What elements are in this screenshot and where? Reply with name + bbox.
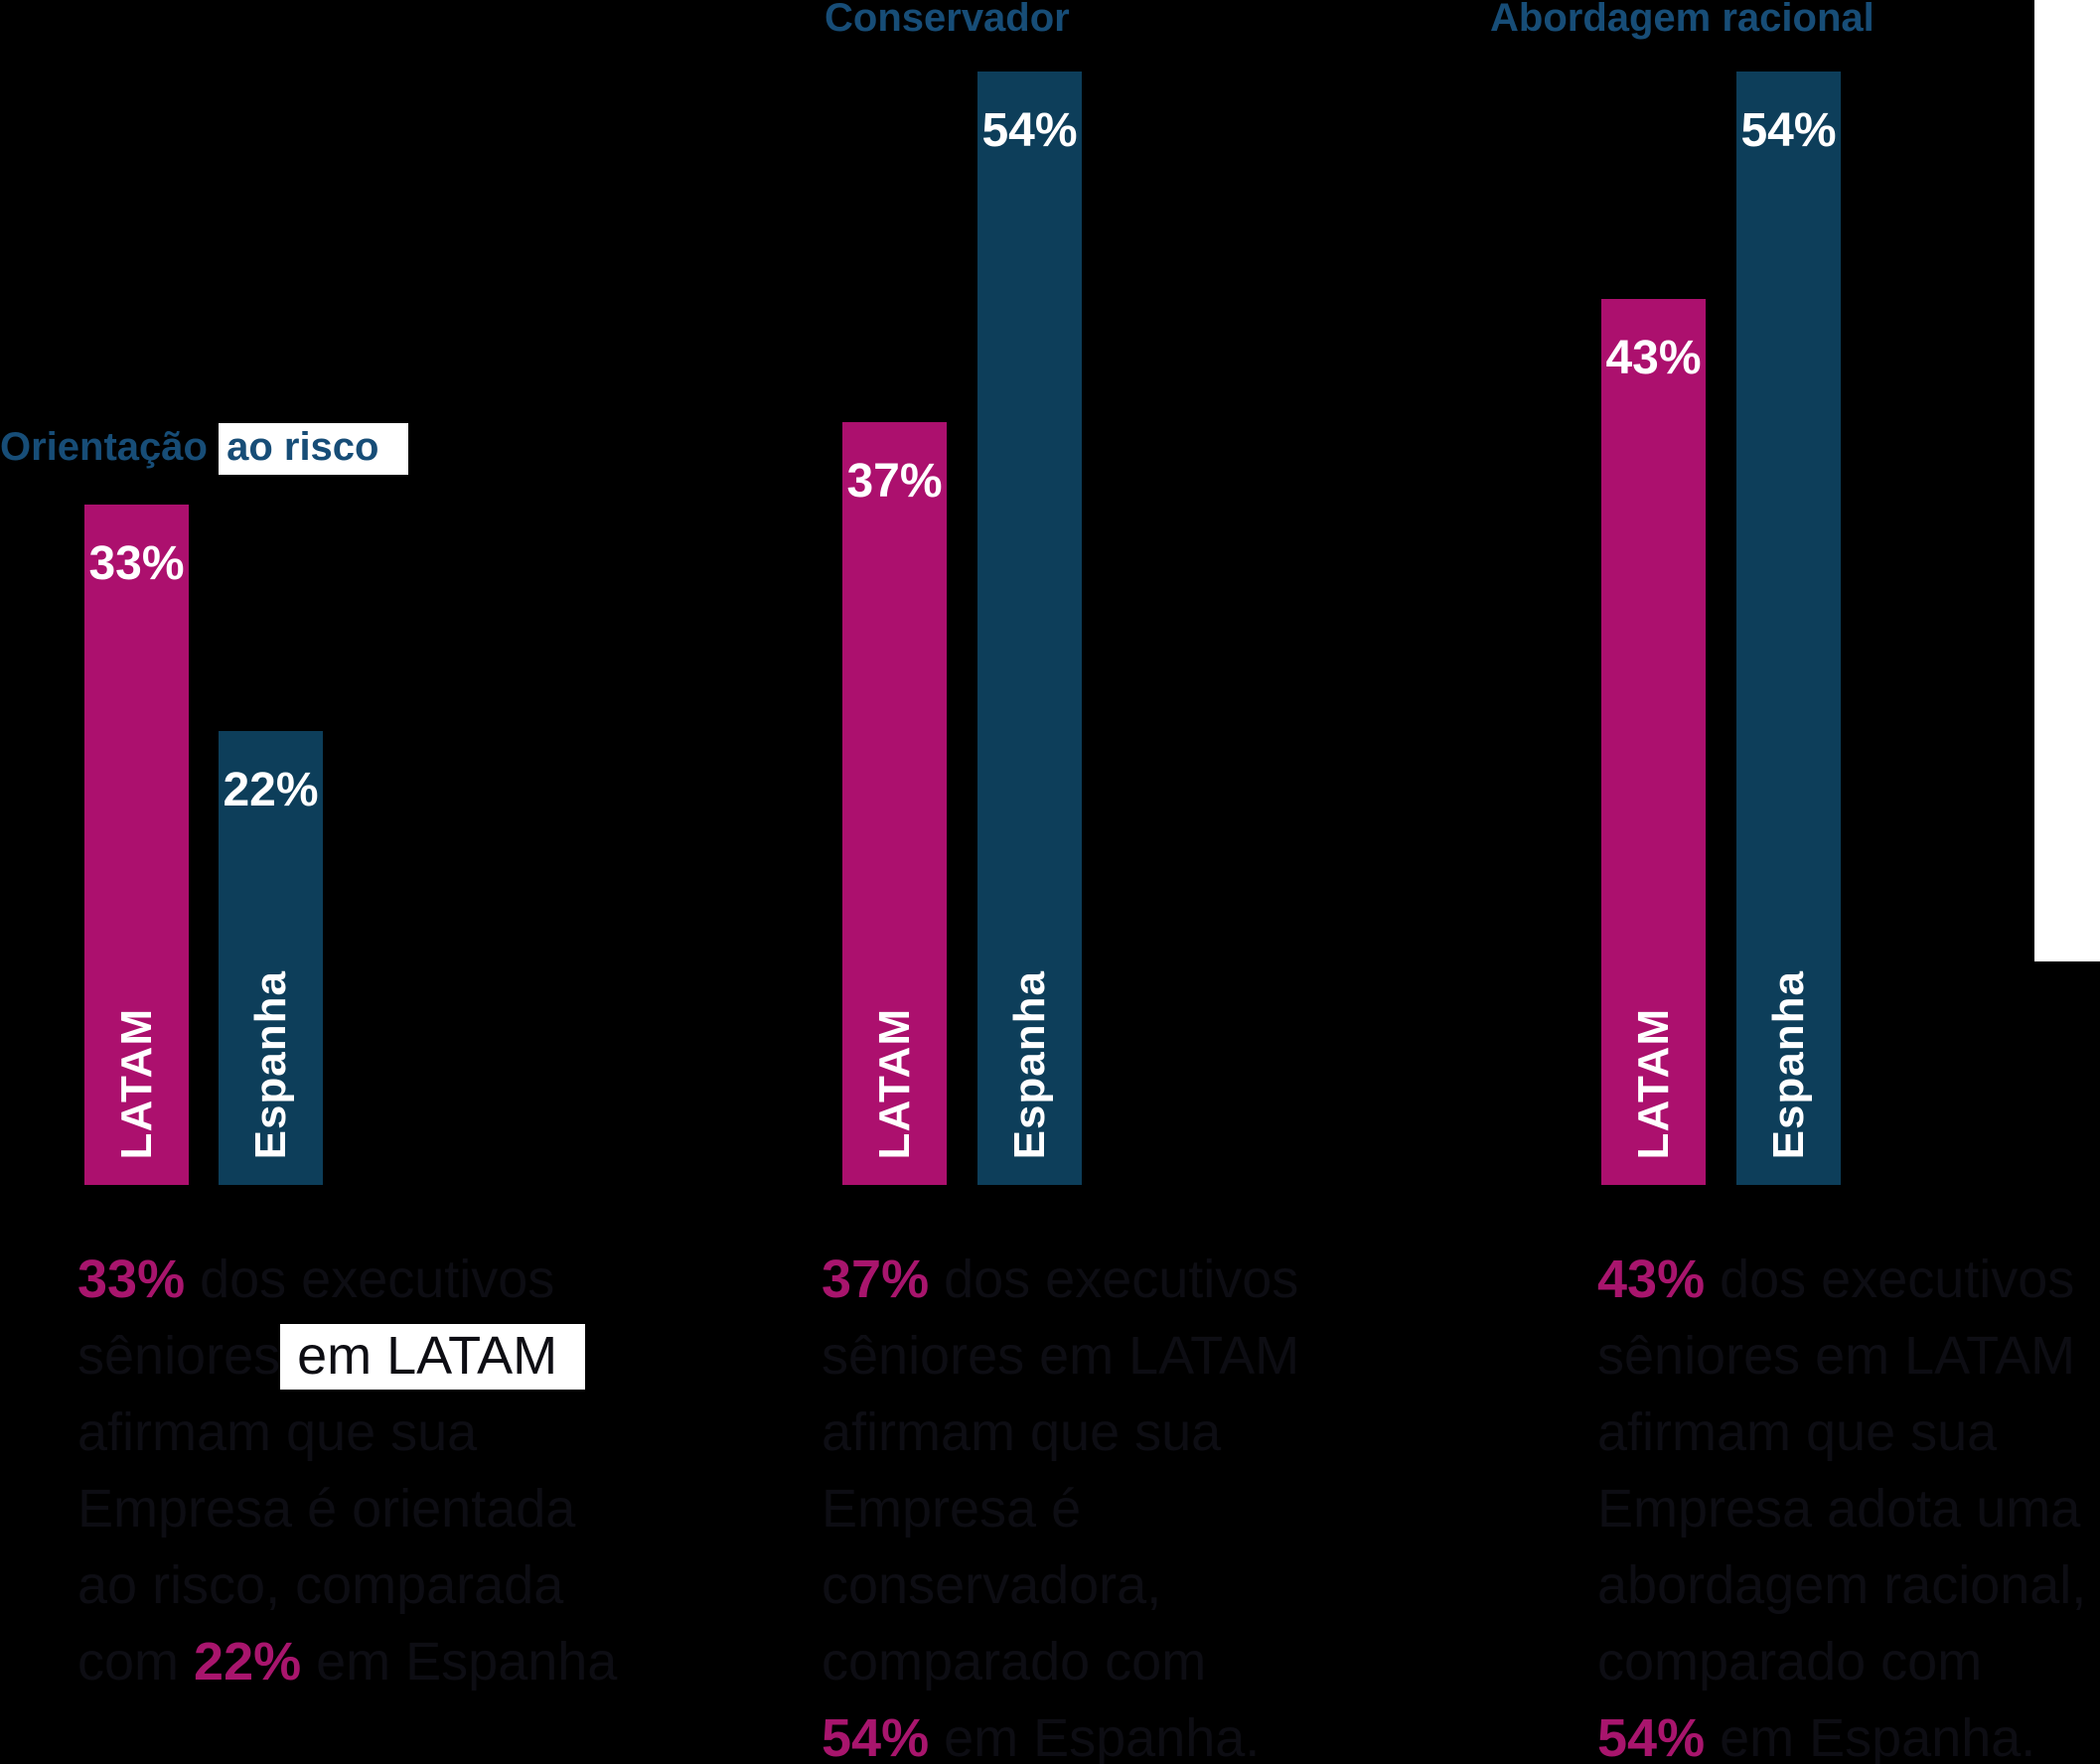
caption-text: dos executivos bbox=[1705, 1250, 2075, 1309]
bar-series-label: LATAM bbox=[1628, 1007, 1678, 1159]
bar-latam: 37% LATAM bbox=[842, 422, 947, 1185]
caption-line: afirmam que sua bbox=[77, 1395, 617, 1471]
caption-percent: 54% bbox=[1597, 1708, 1706, 1764]
group-title-text: Abordagem racional bbox=[1490, 0, 1875, 40]
caption-text: comparado com bbox=[822, 1632, 1207, 1691]
caption-text: afirmam que sua bbox=[77, 1402, 478, 1462]
right-edge-white-strip bbox=[2034, 0, 2100, 961]
caption-percent: 43% bbox=[1597, 1250, 1706, 1309]
bar-espanha: 54% Espanha bbox=[1736, 72, 1841, 1185]
caption-percent: 22% bbox=[194, 1632, 302, 1691]
group-title: Orientação ao risco bbox=[0, 423, 409, 475]
group-title: Abordagem racional bbox=[1490, 0, 1875, 42]
caption-text: sêniores bbox=[77, 1326, 281, 1386]
bar-value-label: 22% bbox=[223, 764, 319, 816]
caption-text: sêniores em LATAM bbox=[1597, 1326, 2076, 1386]
caption-percent: 37% bbox=[822, 1250, 930, 1309]
bar-series-label: Espanha bbox=[245, 969, 295, 1159]
caption-line: sêniores em LATAM bbox=[822, 1318, 1299, 1395]
bar-latam: 33% LATAM bbox=[84, 505, 189, 1185]
caption-text: abordagem racional, bbox=[1597, 1555, 2087, 1615]
caption-text: afirmam que sua bbox=[822, 1402, 1222, 1462]
caption-text: conservadora, bbox=[822, 1555, 1162, 1615]
caption-text: afirmam que sua bbox=[1597, 1402, 1998, 1462]
caption-line: sêniores em LATAM bbox=[1597, 1318, 2086, 1395]
group-title-text: Conservador bbox=[825, 0, 1070, 40]
caption-line: 33% dos executivos bbox=[77, 1242, 617, 1318]
caption-text: dos executivos bbox=[185, 1250, 555, 1309]
caption-line: abordagem racional, bbox=[1597, 1547, 2086, 1624]
caption-line: sêniores em LATAM bbox=[77, 1318, 617, 1395]
caption-text: ao risco, comparada bbox=[77, 1555, 564, 1615]
bar-value-label: 37% bbox=[846, 455, 943, 508]
caption-line: Empresa é bbox=[822, 1471, 1299, 1547]
caption-line: ao risco, comparada bbox=[77, 1547, 617, 1624]
caption-line: Empresa é orientada bbox=[77, 1471, 617, 1547]
bar-value-label: 43% bbox=[1605, 332, 1702, 384]
bar-value-label: 54% bbox=[1740, 104, 1837, 157]
caption-text: comparado com bbox=[1597, 1632, 1983, 1691]
bar-series-label: Espanha bbox=[1004, 969, 1054, 1159]
caption-paragraph: 43% dos executivos sêniores em LATAM afirm… bbox=[1597, 1242, 2086, 1764]
caption-text: com bbox=[77, 1632, 195, 1691]
caption-text: sêniores em LATAM bbox=[822, 1326, 1300, 1386]
caption-line: comparado com bbox=[822, 1624, 1299, 1700]
caption-line: 43% dos executivos bbox=[1597, 1242, 2086, 1318]
caption-line: afirmam que sua bbox=[822, 1395, 1299, 1471]
caption-text: em Espanha. bbox=[929, 1708, 1261, 1764]
bar-series-label: Espanha bbox=[1763, 969, 1813, 1159]
caption-line: 54% em Espanha. bbox=[822, 1700, 1299, 1764]
caption-paragraph: 37% dos executivos sêniores em LATAM afirm… bbox=[822, 1242, 1299, 1764]
caption-percent: 54% bbox=[822, 1708, 930, 1764]
caption-text: Empresa adota uma bbox=[1597, 1479, 2081, 1539]
caption-line: conservadora, bbox=[822, 1547, 1299, 1624]
bar-value-label: 33% bbox=[88, 537, 185, 590]
caption-line: com 22% em Espanha bbox=[77, 1624, 617, 1700]
bar-latam: 43% LATAM bbox=[1601, 299, 1706, 1185]
caption-percent: 33% bbox=[77, 1250, 186, 1309]
caption-line: 54% em Espanha. bbox=[1597, 1700, 2086, 1764]
caption-line: Empresa adota uma bbox=[1597, 1471, 2086, 1547]
caption-line: comparado com bbox=[1597, 1624, 2086, 1700]
bar-series-label: LATAM bbox=[111, 1007, 161, 1159]
caption-paragraph: 33% dos executivos sêniores em LATAM afirm… bbox=[77, 1242, 617, 1700]
caption-text: dos executivos bbox=[929, 1250, 1299, 1309]
bar-value-label: 54% bbox=[981, 104, 1078, 157]
caption-text: Empresa é orientada bbox=[77, 1479, 576, 1539]
caption-text: Empresa é bbox=[822, 1479, 1082, 1539]
group-title-highlight: ao risco bbox=[219, 423, 409, 475]
caption-line: afirmam que sua bbox=[1597, 1395, 2086, 1471]
bar-series-label: LATAM bbox=[869, 1007, 919, 1159]
caption-line: 37% dos executivos bbox=[822, 1242, 1299, 1318]
caption-text: em Espanha. bbox=[1705, 1708, 2036, 1764]
bar-espanha: 22% Espanha bbox=[219, 731, 323, 1185]
bar-espanha: 54% Espanha bbox=[977, 72, 1082, 1185]
caption-text: em Espanha bbox=[301, 1632, 618, 1691]
caption-highlight: em LATAM bbox=[280, 1324, 586, 1390]
group-title: Conservador bbox=[825, 0, 1070, 42]
group-title-text: Orientação bbox=[0, 425, 220, 469]
